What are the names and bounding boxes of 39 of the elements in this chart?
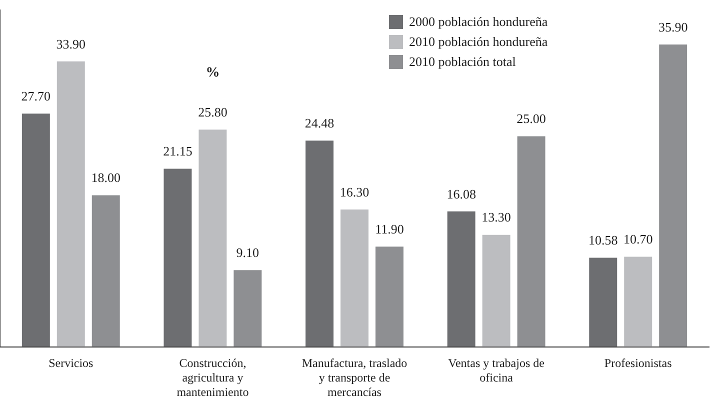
data-label: 33.90 — [56, 36, 86, 52]
bar — [624, 256, 652, 347]
data-label: 9.10 — [236, 245, 260, 260]
bar — [340, 210, 368, 347]
data-label: 25.80 — [198, 104, 228, 120]
x-tick-label: Servicios — [48, 356, 94, 370]
data-label: 18.00 — [91, 170, 120, 186]
x-tick-label: Profesionistas — [604, 356, 672, 370]
bar — [234, 270, 262, 347]
data-label: 11.90 — [375, 222, 404, 237]
bar — [56, 61, 85, 347]
x-tick-label: Manufactura, traslado y transporte de mercancías — [302, 356, 408, 399]
bar — [589, 258, 618, 347]
bar — [659, 44, 688, 347]
data-label: 10.70 — [623, 232, 653, 247]
bar — [517, 136, 546, 347]
x-tick-label: Ventas y trabajos de oficina — [448, 356, 544, 385]
data-label: 35.90 — [658, 19, 688, 34]
data-label: 24.48 — [304, 116, 334, 131]
bar — [92, 195, 120, 347]
data-label: 21.15 — [163, 144, 192, 159]
data-label: 25.00 — [516, 111, 546, 126]
bar — [306, 140, 334, 347]
annotation: % — [206, 66, 220, 81]
bar — [375, 246, 404, 347]
legend-label: 2010 población hondureña — [409, 34, 548, 50]
data-label: 16.30 — [340, 184, 370, 200]
data-label: 27.70 — [21, 88, 51, 104]
data-label: 10.58 — [588, 232, 618, 248]
bar — [198, 130, 227, 347]
bar — [482, 234, 510, 347]
data-label: 13.30 — [482, 210, 511, 225]
bar — [22, 114, 50, 347]
legend-label: 2000 población hondureña — [409, 14, 548, 30]
bar — [164, 168, 192, 347]
legend-label: 2010 población total — [409, 54, 516, 70]
x-tick-label: Construcción, agricultura y mantenimiento — [176, 356, 249, 399]
data-label: 16.08 — [446, 186, 476, 202]
bar — [447, 211, 476, 347]
